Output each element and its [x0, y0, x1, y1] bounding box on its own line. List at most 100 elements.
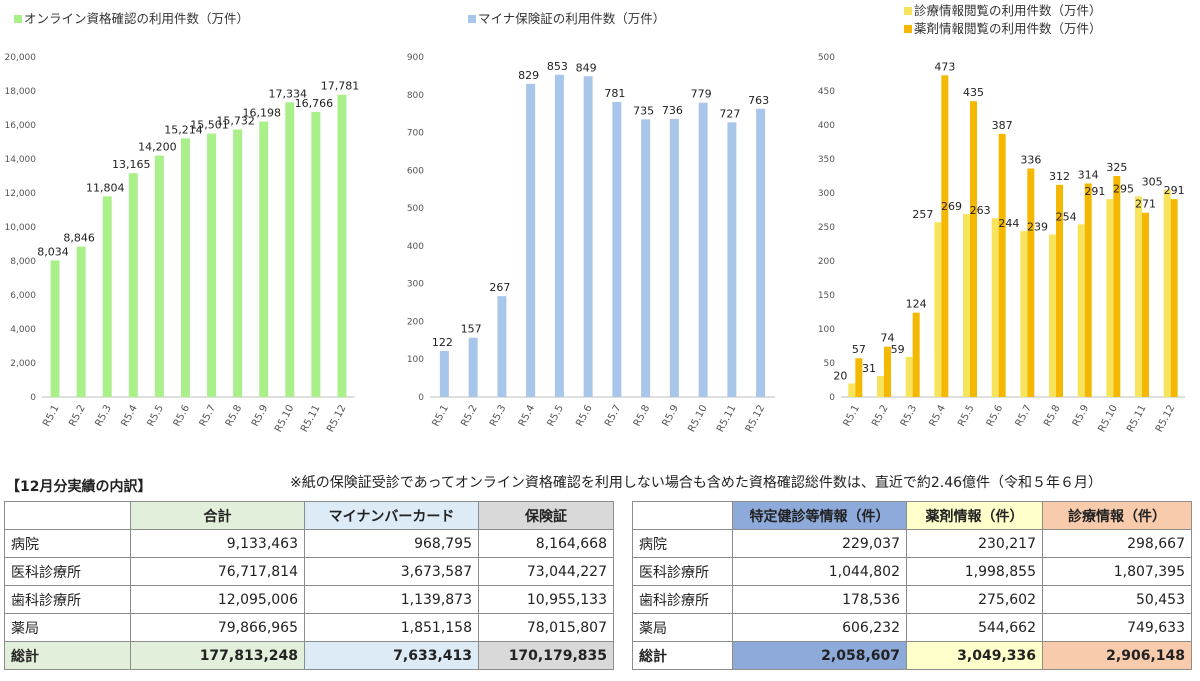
table-cell: 1,807,395 — [1042, 557, 1192, 586]
bar — [756, 108, 766, 397]
y-tick-label: 0 — [418, 393, 424, 403]
bar — [1170, 199, 1178, 397]
legend-swatch — [904, 25, 912, 33]
table-cell: 606,232 — [732, 613, 907, 642]
x-tick-label: R5.4 — [928, 403, 948, 428]
data-label: 435 — [963, 86, 984, 99]
x-tick-label: R5.11 — [299, 403, 322, 434]
y-tick-label: 500 — [407, 204, 424, 214]
bar — [337, 94, 347, 398]
legend-swatch — [904, 7, 912, 15]
medical-drug-info-chart: 0 50 100 150 200 250 300 350 400 450 500 20 57 R5.1 31… — [800, 0, 1200, 450]
data-label: 16,766 — [295, 97, 334, 110]
table-cell: 1,851,158 — [304, 613, 479, 642]
table-cell: 1,998,855 — [906, 557, 1043, 586]
table-cell: 総計 — [632, 641, 733, 670]
bar — [311, 111, 321, 397]
chart-svg: 0 2,000 4,000 6,000 8,000 10,000 12,000 14,000 1… — [5, 11, 360, 434]
table-cell: 544,662 — [906, 613, 1043, 642]
legend-swatch — [468, 15, 476, 23]
x-tick-label: R5.1 — [842, 403, 862, 428]
table-cell: 178,536 — [732, 585, 907, 614]
bar — [554, 74, 564, 397]
bar — [848, 383, 856, 397]
table-cell: 医科診療所 — [632, 557, 733, 586]
y-tick-label: 900 — [407, 53, 424, 63]
info-breakdown-table: 特定健診等情報（件） 薬剤情報（件） 診療情報（件） 病院 229,037 230,217… — [632, 501, 1192, 670]
bar — [1142, 212, 1149, 397]
data-label: 122 — [432, 336, 453, 349]
table-row: 医科診療所 76,717,814 3,673,587 73,044,227 — [4, 557, 614, 586]
table-cell: 7,633,413 — [304, 641, 479, 670]
x-tick-label: R5.8 — [632, 403, 652, 428]
y-tick-label: 200 — [818, 257, 835, 267]
x-tick-label: R5.9 — [1071, 403, 1091, 428]
bar — [1135, 196, 1142, 397]
table-header-cell: 特定健診等情報（件） — [732, 501, 907, 530]
x-tick-label: R5.2 — [67, 403, 87, 428]
bar — [884, 346, 891, 397]
bar — [1049, 234, 1056, 397]
bar — [1020, 231, 1028, 397]
y-tick-label: 2,000 — [10, 359, 36, 369]
x-tick-label: R5.2 — [870, 403, 890, 428]
data-label: 31 — [862, 362, 876, 375]
data-label: 15,501 — [190, 118, 229, 131]
x-tick-label: R5.6 — [985, 403, 1005, 428]
bar — [1106, 199, 1114, 397]
bar — [991, 218, 999, 397]
x-tick-label: R5.11 — [715, 403, 738, 434]
bar — [905, 356, 913, 397]
data-label: 157 — [461, 323, 482, 336]
bar — [259, 121, 269, 397]
data-label: 74 — [881, 332, 895, 345]
footnote: ※紙の保険証受診であってオンライン資格確認を利用しない場合も含めた資格確認総件数… — [290, 475, 1103, 491]
data-label: 267 — [489, 281, 510, 294]
x-tick-label: R5.1 — [431, 403, 451, 428]
x-tick-label: R5.6 — [574, 403, 594, 428]
table-cell: 50,453 — [1042, 585, 1192, 614]
table-cell: 73,044,227 — [478, 557, 614, 586]
data-label: 387 — [992, 119, 1013, 132]
legend-label: オンライン資格確認の利用件数（万件） — [24, 11, 249, 26]
bar — [641, 119, 651, 397]
data-label: 305 — [1142, 176, 1163, 189]
table-row: 薬局 79,866,965 1,851,158 78,015,807 — [4, 613, 614, 642]
table-cell: 医科診療所 — [4, 557, 131, 586]
bar — [468, 337, 478, 397]
table-cell: 2,058,607 — [732, 641, 907, 670]
bar — [128, 173, 138, 397]
data-label: 59 — [891, 343, 905, 356]
y-tick-label: 6,000 — [10, 291, 36, 301]
online-verification-chart: 0 2,000 4,000 6,000 8,000 10,000 12,000 14,000 1… — [0, 0, 400, 450]
table-total-row: 総計 2,058,607 3,049,336 2,906,148 — [632, 641, 1192, 670]
data-label: 779 — [691, 88, 712, 101]
y-tick-label: 200 — [407, 317, 424, 327]
y-tick-label: 12,000 — [5, 189, 37, 199]
bar — [1056, 184, 1063, 397]
table-cell: 275,602 — [906, 585, 1043, 614]
bar — [963, 214, 970, 397]
x-tick-label: R5.2 — [459, 403, 479, 428]
x-tick-label: R5.8 — [1042, 403, 1062, 428]
table-cell: 歯科診療所 — [4, 585, 131, 614]
data-label: 829 — [518, 69, 539, 82]
table-cell: 229,037 — [732, 529, 907, 558]
data-label: 263 — [970, 204, 991, 217]
table-row: 薬局 606,232 544,662 749,633 — [632, 613, 1192, 642]
data-label: 15,214 — [164, 123, 203, 136]
bar — [1077, 224, 1085, 397]
x-tick-label: R5.7 — [198, 403, 218, 428]
data-label: 295 — [1113, 182, 1134, 195]
data-label: 271 — [1135, 198, 1156, 211]
table-cell: 薬局 — [632, 613, 733, 642]
y-tick-label: 14,000 — [5, 155, 37, 165]
data-label: 312 — [1049, 170, 1070, 183]
x-tick-label: R5.12 — [1154, 403, 1177, 434]
bar — [855, 358, 863, 397]
bar — [612, 101, 622, 397]
y-tick-label: 400 — [407, 242, 424, 252]
data-label: 763 — [748, 94, 769, 107]
data-label: 14,200 — [138, 141, 177, 154]
table-cell: 病院 — [632, 529, 733, 558]
